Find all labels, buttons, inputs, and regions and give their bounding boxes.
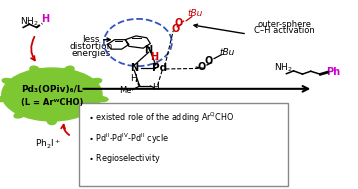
Ellipse shape xyxy=(89,78,102,84)
Text: (L = ArᵂCHO): (L = ArᵂCHO) xyxy=(21,98,83,107)
Text: $\bullet$ Pd$^\mathrm{II}$-Pd$^\mathrm{IV}$-Pd$^\mathrm{II}$ cycle: $\bullet$ Pd$^\mathrm{II}$-Pd$^\mathrm{I… xyxy=(88,131,169,146)
Text: H: H xyxy=(151,52,159,62)
FancyArrowPatch shape xyxy=(61,125,69,135)
Text: O: O xyxy=(171,24,180,34)
Text: distortion: distortion xyxy=(69,42,113,51)
Text: H: H xyxy=(153,83,159,92)
Ellipse shape xyxy=(95,97,108,102)
Ellipse shape xyxy=(78,112,90,118)
FancyArrowPatch shape xyxy=(194,24,244,34)
FancyArrowPatch shape xyxy=(31,37,35,60)
Text: Pd₃(OPiv)₆/L: Pd₃(OPiv)₆/L xyxy=(21,85,83,94)
FancyBboxPatch shape xyxy=(79,103,288,186)
Text: H: H xyxy=(130,74,136,83)
Text: H: H xyxy=(41,14,49,24)
Circle shape xyxy=(2,68,102,121)
Text: $\bullet$ Regioselectivity: $\bullet$ Regioselectivity xyxy=(88,152,161,165)
Ellipse shape xyxy=(14,112,25,118)
Text: O: O xyxy=(197,62,206,72)
Text: N: N xyxy=(145,45,153,55)
Text: N: N xyxy=(130,63,138,73)
Text: NH$_2$: NH$_2$ xyxy=(20,15,38,28)
Text: Pd: Pd xyxy=(152,63,167,73)
Text: Ph$_2$I$^+$: Ph$_2$I$^+$ xyxy=(35,138,61,151)
Text: O: O xyxy=(204,56,213,66)
Text: $\bullet$ existed role of the adding Ar$^\mathregular{Q}$CHO: $\bullet$ existed role of the adding Ar$… xyxy=(88,111,234,125)
Text: C–H activation: C–H activation xyxy=(254,26,315,35)
Text: outer-sphere: outer-sphere xyxy=(258,20,311,29)
Text: NH$_2$: NH$_2$ xyxy=(274,62,292,74)
Text: O: O xyxy=(175,18,183,28)
FancyArrowPatch shape xyxy=(104,38,110,41)
Text: Me: Me xyxy=(119,86,131,95)
Ellipse shape xyxy=(0,97,9,102)
Text: tBu: tBu xyxy=(220,48,235,57)
Ellipse shape xyxy=(2,78,15,84)
Text: less: less xyxy=(83,35,100,44)
Ellipse shape xyxy=(30,66,40,73)
Ellipse shape xyxy=(47,117,57,125)
Text: tBu: tBu xyxy=(188,9,203,18)
Text: Ph: Ph xyxy=(326,67,340,77)
Text: energies: energies xyxy=(72,49,111,58)
Ellipse shape xyxy=(64,66,74,73)
